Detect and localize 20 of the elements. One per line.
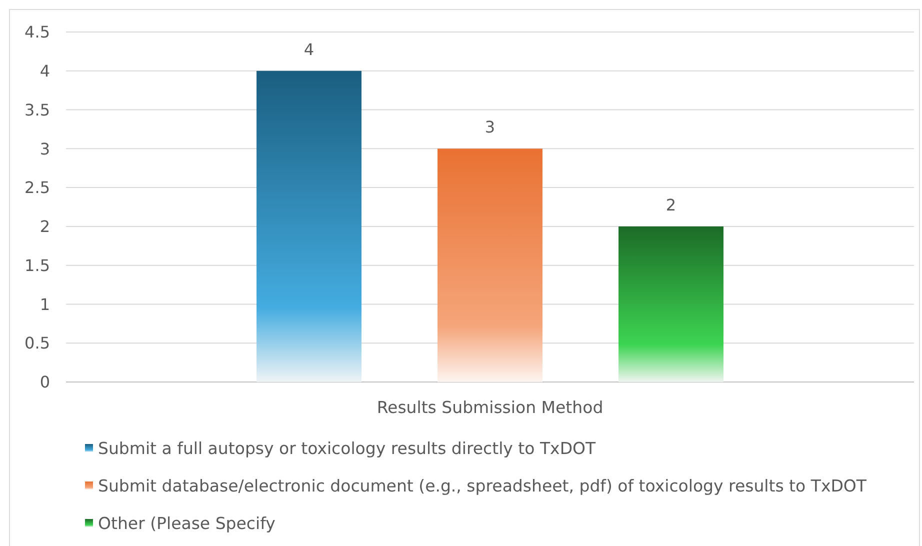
- y-tick-label: 1.5: [24, 256, 50, 275]
- y-tick-label: 2.5: [24, 178, 50, 198]
- bar: [438, 148, 542, 382]
- y-tick-label: 4: [40, 61, 50, 80]
- data-label: 4: [304, 40, 314, 59]
- bar: [256, 70, 362, 382]
- y-tick-label: 1: [40, 294, 50, 314]
- legend-label: Submit a full autopsy or toxicology results directly to TxDOT: [98, 438, 597, 458]
- y-tick-label: 0: [40, 372, 50, 392]
- y-tick-label: 2: [40, 217, 50, 236]
- x-tick-label: Results Submission Method: [376, 398, 604, 417]
- bar: [618, 226, 724, 382]
- data-label: 2: [666, 195, 676, 214]
- y-tick-label: 0.5: [24, 334, 50, 353]
- legend-label: Other (Please Specify: [98, 514, 276, 533]
- legend-label: Submit database/electronic document (e.g., spreadsheet, pdf) of toxicology results to TxDOT: [98, 476, 868, 496]
- data-label: 3: [484, 118, 496, 137]
- y-tick-label: 4.5: [24, 22, 50, 42]
- y-tick-label: 3.5: [24, 100, 50, 120]
- y-tick-label: 3: [40, 139, 50, 158]
